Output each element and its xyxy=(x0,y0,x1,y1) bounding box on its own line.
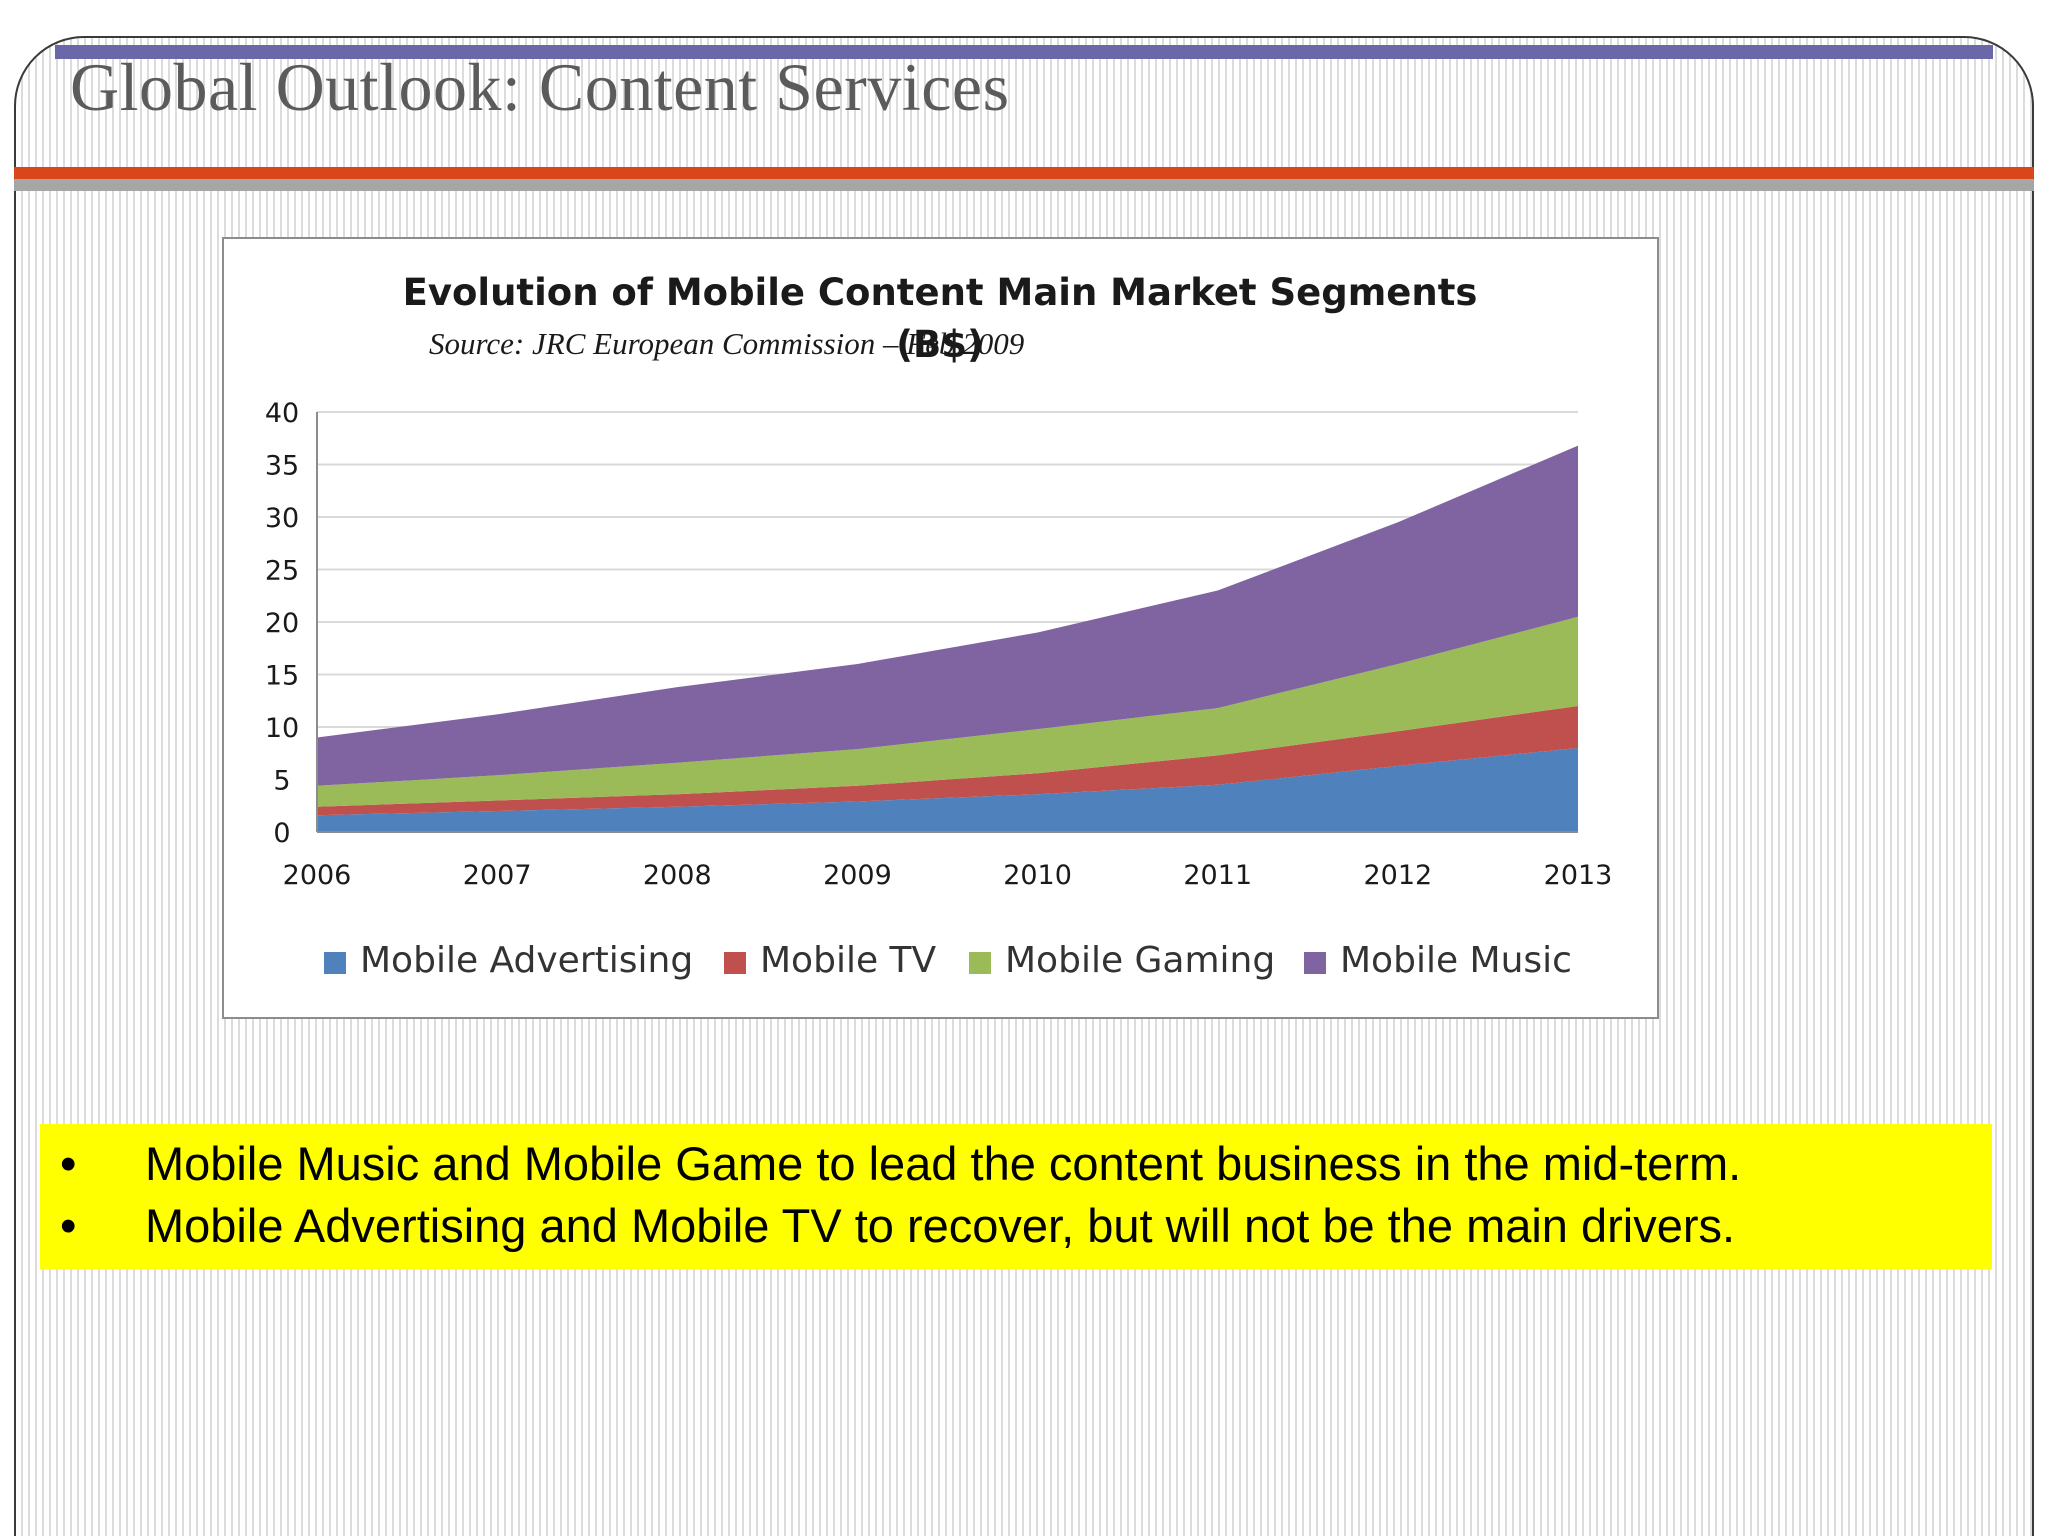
bullet-text: Mobile Advertising and Mobile TV to reco… xyxy=(145,1199,1736,1252)
bullet-text: Mobile Music and Mobile Game to lead the… xyxy=(145,1137,1742,1190)
source-annotation: Source: JRC European Commission – Feb 20… xyxy=(429,326,1024,361)
legend-swatch xyxy=(724,952,746,974)
title-underline-bar xyxy=(14,167,2034,179)
y-tick-label: 20 xyxy=(265,608,299,639)
area-mobile-gaming xyxy=(317,616,1578,807)
bullet-marker: • xyxy=(60,1137,77,1190)
area-chart: Evolution of Mobile Content Main Market … xyxy=(265,271,1613,981)
area-mobile-advertising xyxy=(317,748,1578,832)
x-tick-label: 2010 xyxy=(1003,860,1072,891)
x-tick-label: 2006 xyxy=(283,860,352,891)
y-tick-label: 35 xyxy=(265,451,299,482)
title-underline-shadow xyxy=(14,179,2034,191)
bullet-marker: • xyxy=(60,1199,77,1252)
y-tick-label: 10 xyxy=(265,713,299,744)
area-mobile-music xyxy=(317,445,1578,786)
legend-label: Mobile TV xyxy=(760,940,937,981)
y-tick-label: 5 xyxy=(273,766,290,797)
y-tick-label: 25 xyxy=(265,556,299,587)
top-accent-bar xyxy=(55,45,1993,59)
x-tick-label: 2008 xyxy=(643,860,712,891)
slide-title: Global Outlook: Content Services xyxy=(70,49,1010,125)
y-tick-label: 40 xyxy=(265,398,299,429)
legend-label: Mobile Music xyxy=(1340,940,1572,981)
legend-label: Mobile Advertising xyxy=(360,940,693,981)
x-tick-label: 2007 xyxy=(463,860,532,891)
y-tick-label: 30 xyxy=(265,503,299,534)
x-tick-label: 2012 xyxy=(1363,860,1432,891)
chart-container: Evolution of Mobile Content Main Market … xyxy=(222,237,1659,1019)
legend-label: Mobile Gaming xyxy=(1005,940,1275,981)
x-tick-label: 2013 xyxy=(1544,860,1613,891)
chart-title: Evolution of Mobile Content Main Market … xyxy=(403,271,1478,314)
x-tick-label: 2009 xyxy=(823,860,892,891)
highlight-box: • Mobile Music and Mobile Game to lead t… xyxy=(40,1124,1992,1269)
area-mobile-tv xyxy=(317,706,1578,816)
legend-swatch xyxy=(969,952,991,974)
legend-swatch xyxy=(1304,952,1326,974)
x-tick-label: 2011 xyxy=(1183,860,1252,891)
y-tick-label: 15 xyxy=(265,661,299,692)
legend-swatch xyxy=(324,952,346,974)
chart-subtitle: (B$) xyxy=(896,323,984,366)
y-tick-label: 0 xyxy=(273,818,290,849)
